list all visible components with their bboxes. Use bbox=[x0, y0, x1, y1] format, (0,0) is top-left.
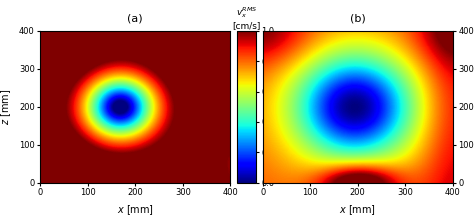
X-axis label: $x$ [mm]: $x$ [mm] bbox=[117, 203, 154, 216]
X-axis label: $x$ [mm]: $x$ [mm] bbox=[339, 203, 376, 216]
Text: (a): (a) bbox=[128, 13, 143, 23]
Title: $v_x^{RMS}$
[cm/s]: $v_x^{RMS}$ [cm/s] bbox=[232, 5, 261, 30]
Text: (b): (b) bbox=[350, 13, 365, 23]
Y-axis label: $z$ [mm]: $z$ [mm] bbox=[0, 89, 13, 125]
